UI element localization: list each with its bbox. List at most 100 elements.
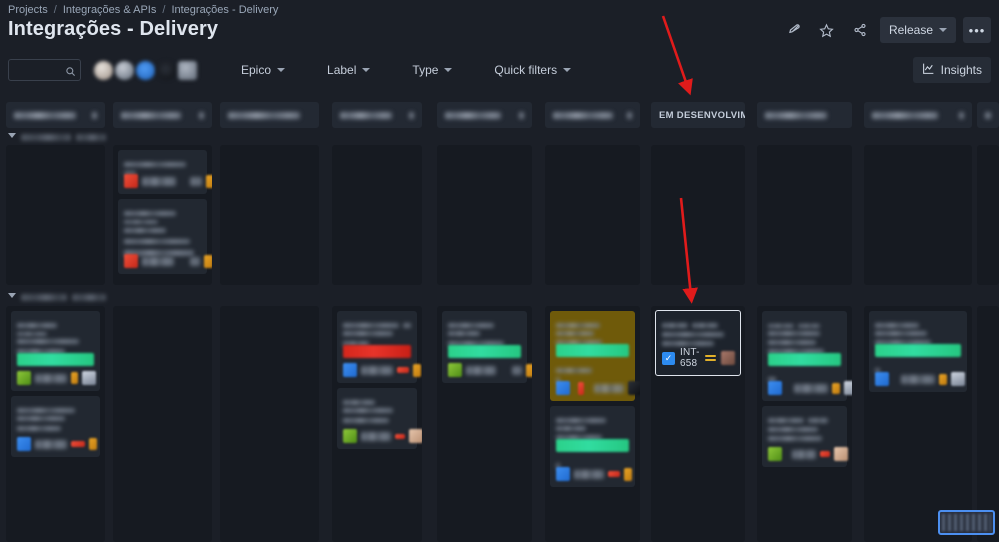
column-header[interactable] [113,102,212,128]
filter-label[interactable]: Label [321,59,376,81]
medium-priority-icon [704,355,716,361]
board-card-highlighted[interactable] [550,311,640,401]
board-card[interactable] [11,396,100,457]
board-cell[interactable] [864,306,972,542]
board-cell[interactable] [220,306,319,542]
chevron-down-icon[interactable] [8,293,16,301]
card-key [361,365,393,375]
filter-toolbar: Epico Label Type Quick filters [0,52,999,88]
board-cell[interactable] [757,145,852,285]
board-card[interactable] [118,199,212,274]
breadcrumb-item-integracoes-apis[interactable]: Integrações & APIs [62,4,157,16]
priority-icon [939,373,947,385]
release-button[interactable]: Release [879,17,956,43]
search-input[interactable] [8,59,81,81]
swimlane-header-1[interactable] [8,130,106,144]
filter-type[interactable]: Type [406,59,458,81]
board-cell[interactable] [977,145,999,285]
column-header[interactable] [864,102,972,128]
board-cell[interactable] [977,306,999,542]
filter-quick-filters[interactable]: Quick filters [488,59,577,81]
share-icon[interactable] [847,17,873,43]
card-key [794,383,828,393]
issue-type-icon [343,429,357,443]
breadcrumb-item-projects[interactable]: Projects [8,4,48,16]
card-label-green [875,344,961,357]
board-cell[interactable] [220,145,319,285]
card-key [142,176,176,186]
board-cell[interactable] [545,306,640,542]
column-header-title: EM DESENVOLVIM... [659,109,745,121]
board-card[interactable] [762,406,848,467]
swimlane-1-cells [0,145,999,285]
avatar[interactable] [178,60,197,80]
column-header[interactable] [545,102,640,128]
column-header-em-desenvolvimento[interactable]: EM DESENVOLVIM... 1 [651,102,745,128]
board-cell-em-desenvolvimento[interactable] [651,145,745,285]
board-cell[interactable] [437,306,532,542]
card-key: INT-658 [680,347,700,369]
card-label-green [448,345,521,358]
release-button-label: Release [888,23,933,37]
board-cell[interactable] [6,306,105,542]
board-cell[interactable] [757,306,852,542]
priority-icon [820,451,830,457]
column-header[interactable] [220,102,319,128]
board-card[interactable] [118,150,212,194]
board-card[interactable] [550,406,635,487]
focused-input[interactable] [938,510,995,535]
board-cell[interactable] [332,306,422,542]
board-cell[interactable] [864,145,972,285]
avatar[interactable] [157,60,176,80]
breadcrumb-item-integracoes-delivery[interactable]: Integrações - Delivery [171,4,279,16]
board-card[interactable] [337,311,421,383]
card-label-green [17,353,94,366]
avatar [413,363,421,377]
board-cell[interactable] [437,145,532,285]
avatar [89,438,97,450]
assignee-avatar-group[interactable] [94,60,197,80]
board-cell[interactable] [545,145,640,285]
issue-type-icon [448,363,462,377]
avatar[interactable] [94,60,113,80]
card-key [142,256,174,266]
card-meta-row [17,437,97,451]
feedback-icon[interactable] [781,17,807,43]
star-icon[interactable] [814,17,840,43]
avatar [526,363,532,377]
breadcrumb: Projects / Integrações & APIs / Integraç… [8,4,278,16]
board-cell[interactable] [332,145,422,285]
card-status [190,256,200,266]
board-cell[interactable] [6,145,105,285]
board-cell-em-desenvolvimento[interactable]: ✓ INT-658 [651,306,745,542]
filter-label-label: Label [327,63,357,77]
swimlane-header-2[interactable] [8,290,106,304]
board-card[interactable] [762,311,852,401]
board-card-selected[interactable]: ✓ INT-658 [655,310,741,376]
column-header[interactable] [977,102,999,128]
chevron-down-icon[interactable] [8,133,16,141]
page-title: Integrações - Delivery [8,18,219,40]
more-actions-button[interactable]: ••• [963,17,991,43]
card-key [574,469,604,479]
card-key [466,365,496,375]
board-cell[interactable] [113,145,212,285]
filter-epico-label: Epico [241,63,272,77]
insights-button[interactable]: Insights [912,57,991,83]
issue-type-icon [124,174,138,188]
avatar[interactable] [136,60,155,80]
column-header[interactable] [757,102,852,128]
column-header[interactable] [437,102,532,128]
board-card[interactable] [337,388,422,449]
filter-epico[interactable]: Epico [235,59,291,81]
board-card[interactable] [442,311,532,383]
card-key [361,431,391,441]
board-card[interactable] [11,311,100,391]
swimlane-subtitle [72,293,106,301]
column-header[interactable] [332,102,422,128]
avatar[interactable] [115,60,134,80]
column-header[interactable] [6,102,105,128]
card-key [594,383,624,393]
board-cell[interactable] [113,306,212,542]
board-card[interactable] [869,311,967,392]
